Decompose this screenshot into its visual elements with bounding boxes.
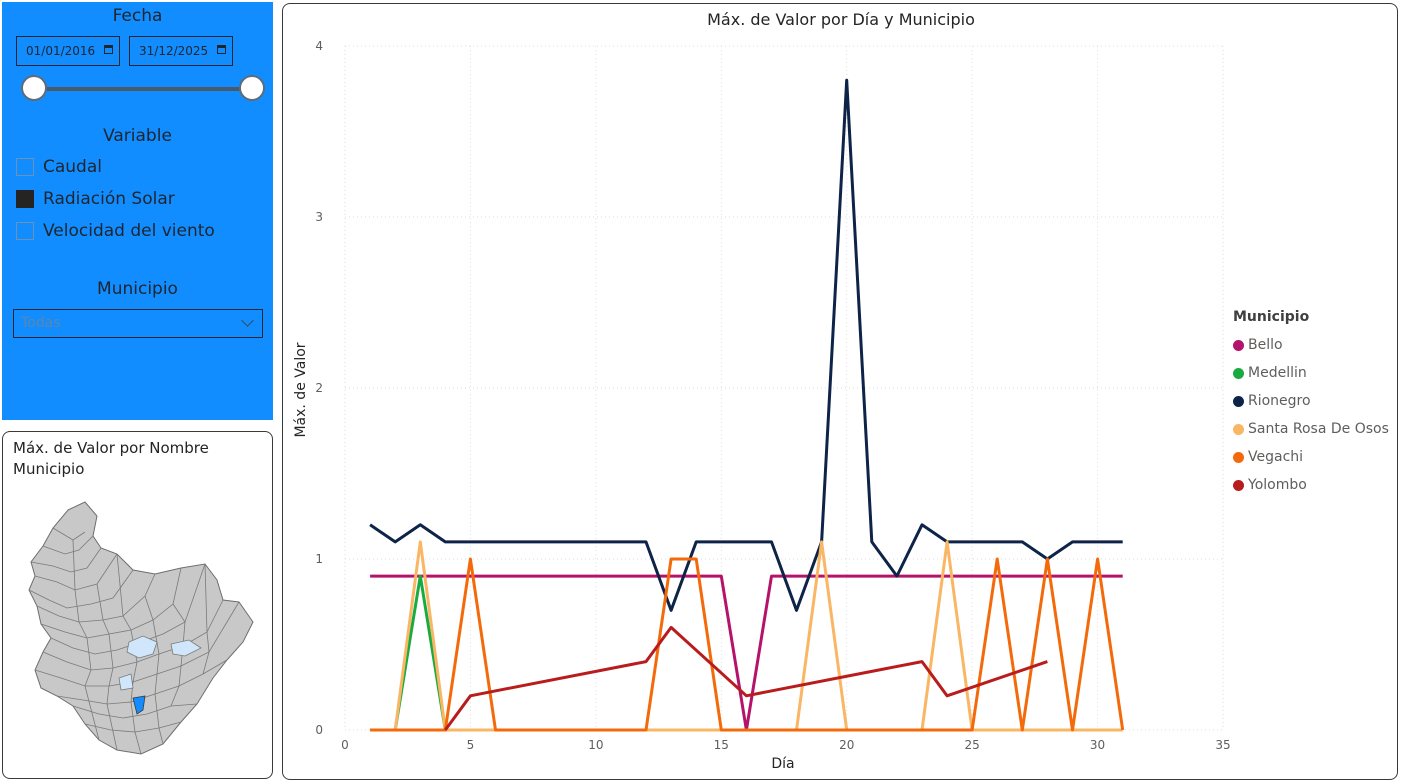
- map-region-outline[interactable]: [28, 501, 254, 755]
- x-tick-label: 20: [839, 738, 854, 752]
- y-tick-label: 4: [315, 39, 323, 53]
- end-date-input[interactable]: 31/12/2025: [129, 36, 233, 66]
- map-highlighted-municipality[interactable]: [132, 695, 146, 715]
- date-slider-start-handle[interactable]: [21, 75, 47, 101]
- end-date-value: 31/12/2025: [139, 44, 209, 58]
- variable-option-caudal[interactable]: Caudal: [16, 156, 102, 178]
- filter-panel: Fecha 01/01/2016 31/12/2025 Variable Cau…: [2, 2, 273, 420]
- start-date-input[interactable]: 01/01/2016: [16, 36, 120, 66]
- date-range-slider-track[interactable]: [36, 87, 254, 91]
- chart-title: Máx. de Valor por Día y Municipio: [707, 10, 975, 29]
- municipio-dropdown[interactable]: Todas: [13, 309, 263, 338]
- legend-item-santa-rosa-de-osos[interactable]: Santa Rosa De Osos: [1233, 415, 1389, 443]
- checkbox-caudal[interactable]: [16, 158, 34, 176]
- legend-dot-icon: [1233, 479, 1244, 491]
- y-tick-label: 1: [315, 552, 323, 566]
- series-line-yolombo[interactable]: [444, 625, 1048, 731]
- y-tick-label: 0: [315, 723, 323, 737]
- x-axis-label: Día: [771, 756, 794, 772]
- y-tick-label: 3: [315, 210, 323, 224]
- legend-label: Yolombo: [1248, 477, 1307, 493]
- checkbox-velocidad-viento[interactable]: [16, 222, 34, 240]
- series-line-vegachi[interactable]: [370, 557, 1125, 732]
- start-date-value: 01/01/2016: [26, 44, 96, 58]
- series-line-santa-rosa-de-osos[interactable]: [370, 540, 1123, 732]
- checkbox-radiacion-solar[interactable]: [16, 190, 34, 208]
- variable-option-radiacion-solar[interactable]: Radiación Solar: [16, 188, 175, 210]
- legend-label: Vegachi: [1248, 449, 1304, 465]
- calendar-icon[interactable]: [104, 45, 113, 54]
- municipio-selected-value: Todas: [21, 315, 61, 331]
- legend-item-bello[interactable]: Bello: [1233, 331, 1389, 359]
- legend-label: Rionegro: [1248, 393, 1311, 409]
- chart-series: [369, 78, 1125, 732]
- legend-item-rionegro[interactable]: Rionegro: [1233, 387, 1389, 415]
- series-line-rionegro[interactable]: [369, 78, 1123, 612]
- legend-label: Medellin: [1248, 365, 1307, 381]
- map-municipality-borders: [28, 527, 240, 755]
- map-water-reservoir: [126, 635, 158, 659]
- x-tick-label: 30: [1090, 738, 1105, 752]
- map-visual: Máx. de Valor por Nombre Municipio: [2, 431, 273, 779]
- y-tick-label: 2: [315, 381, 323, 395]
- variable-option-velocidad-viento[interactable]: Velocidad del viento: [16, 220, 215, 242]
- chart-axis-ticks: 0 1 2 3 4 0 5 10 15 20 25 30 35: [315, 39, 1230, 752]
- antioquia-map[interactable]: [13, 492, 263, 762]
- calendar-icon[interactable]: [217, 45, 226, 54]
- variable-label-caudal: Caudal: [43, 157, 102, 177]
- legend-title: Municipio: [1233, 309, 1310, 325]
- map-title: Máx. de Valor por Nombre Municipio: [13, 439, 209, 478]
- x-tick-label: 10: [588, 738, 603, 752]
- line-chart[interactable]: 0 1 2 3 4 0 5 10 15 20 25 30 35 Día Máx. de Valor: [283, 4, 1397, 779]
- municipio-title: Municipio: [97, 279, 178, 299]
- variable-label-radiacion-solar: Radiación Solar: [43, 189, 175, 209]
- date-slider-end-handle[interactable]: [239, 75, 265, 101]
- legend-item-vegachi[interactable]: Vegachi: [1233, 443, 1389, 471]
- legend-dot-icon: [1233, 423, 1244, 435]
- legend-dot-icon: [1233, 339, 1244, 351]
- x-tick-label: 25: [965, 738, 980, 752]
- legend-dot-icon: [1233, 451, 1244, 463]
- chevron-down-icon[interactable]: [241, 314, 254, 327]
- map-water-reservoir: [118, 673, 134, 691]
- x-tick-label: 0: [341, 738, 349, 752]
- y-axis-label: Máx. de Valor: [293, 342, 309, 437]
- legend-label: Bello: [1248, 337, 1283, 353]
- legend-item-medellin[interactable]: Medellin: [1233, 359, 1389, 387]
- x-tick-label: 35: [1215, 738, 1230, 752]
- variable-label-velocidad-viento: Velocidad del viento: [43, 221, 215, 241]
- legend-item-yolombo[interactable]: Yolombo: [1233, 471, 1389, 499]
- legend-label: Santa Rosa De Osos: [1248, 421, 1389, 437]
- map-water-reservoir: [170, 639, 202, 657]
- legend-dot-icon: [1233, 395, 1244, 407]
- legend-dot-icon: [1233, 367, 1244, 379]
- x-tick-label: 5: [467, 738, 475, 752]
- chart-gridlines: [344, 45, 1224, 731]
- fecha-title: Fecha: [112, 6, 163, 26]
- chart-legend: Municipio Bello Medellin Rionegro Santa Ros…: [1233, 309, 1389, 499]
- variable-title: Variable: [103, 126, 172, 146]
- x-tick-label: 15: [714, 738, 729, 752]
